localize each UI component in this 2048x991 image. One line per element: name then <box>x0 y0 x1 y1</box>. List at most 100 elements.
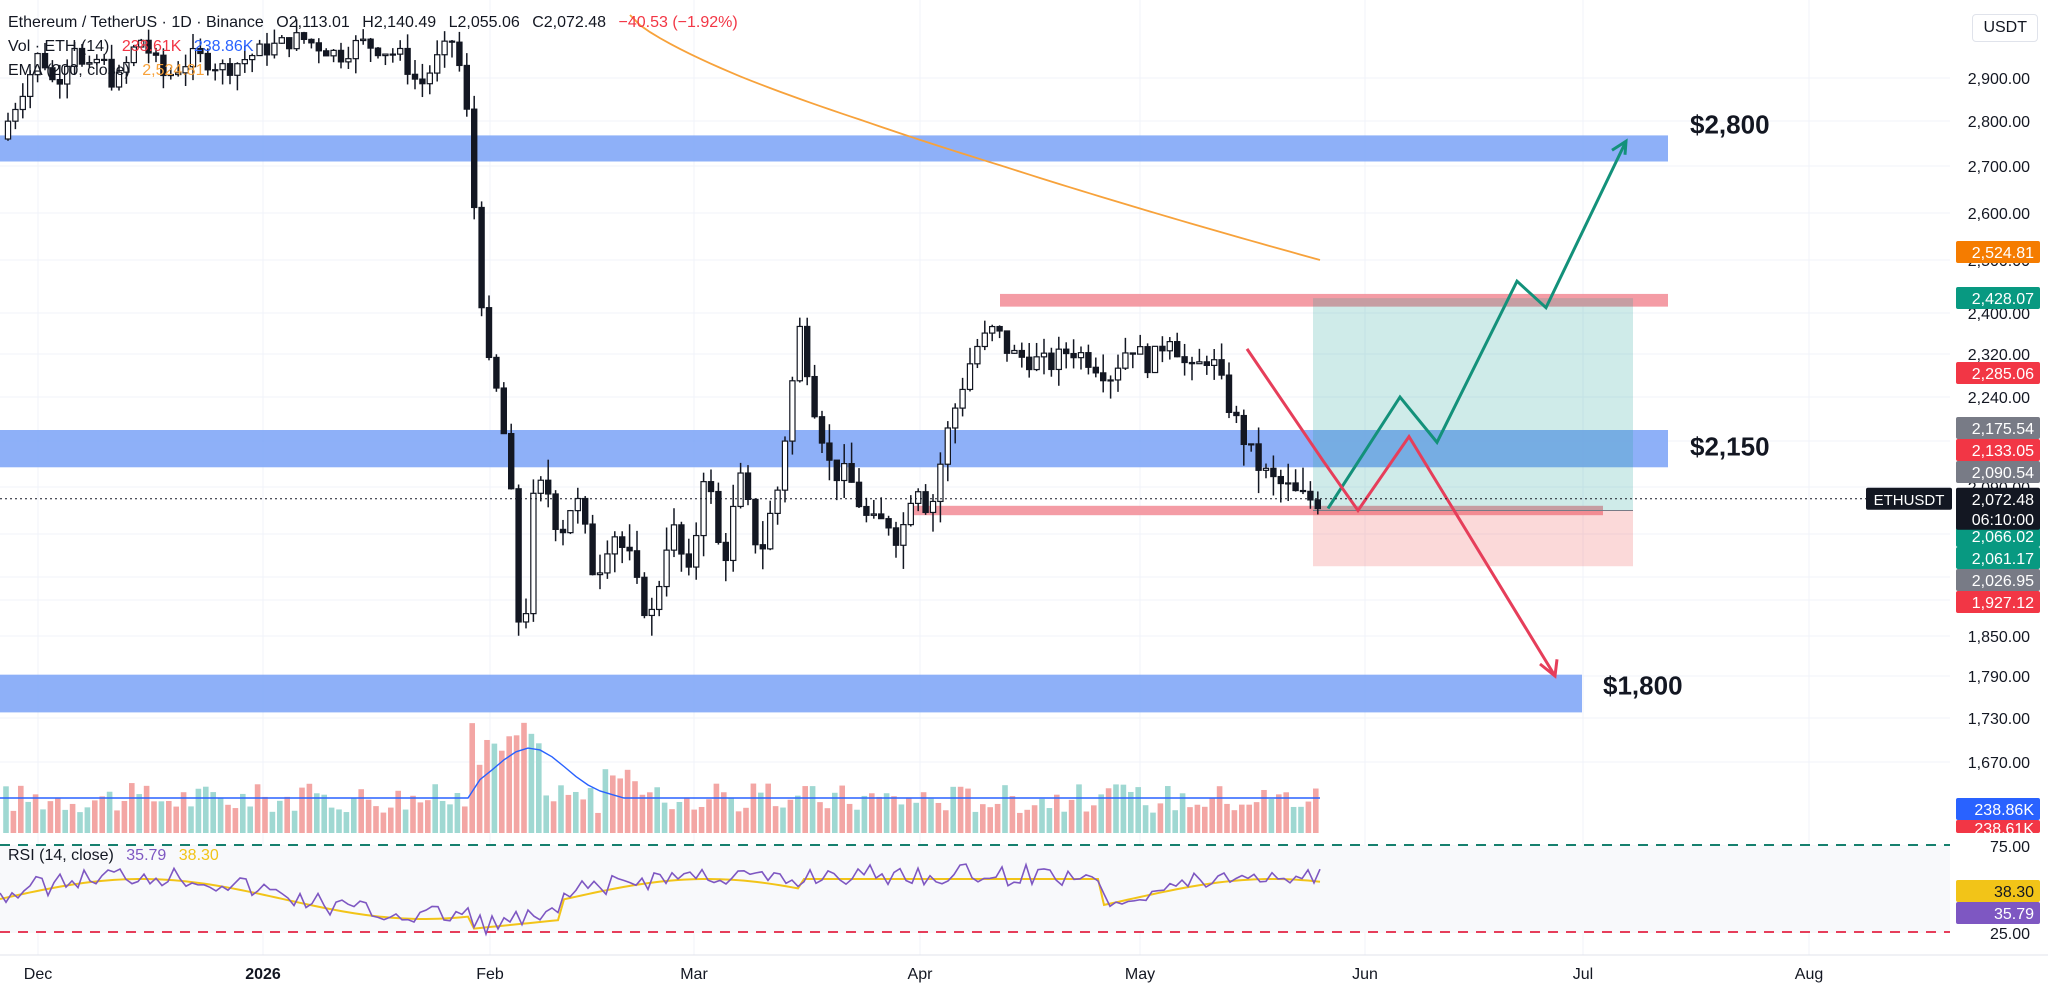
candle-body <box>744 472 752 500</box>
candle-body <box>789 380 796 442</box>
volume-bar <box>476 764 483 833</box>
legend-ema-value: 2,524.81 <box>142 62 205 79</box>
candle-body <box>626 546 633 552</box>
volume-bar <box>846 803 853 833</box>
candle-body <box>574 497 582 512</box>
volume-bar <box>1216 786 1223 833</box>
volume-bar <box>506 736 512 833</box>
candle-body <box>774 489 781 515</box>
candle-body <box>811 375 818 418</box>
volume-bar <box>210 792 216 833</box>
volume-bar <box>1157 803 1164 833</box>
volume-bar <box>1165 786 1171 833</box>
volume-bar <box>299 787 305 833</box>
volume-bar <box>1224 803 1230 833</box>
candle-body <box>729 505 737 562</box>
candle-body <box>589 523 596 576</box>
candle-body <box>1122 352 1129 369</box>
volume-bar <box>676 801 683 833</box>
price-tag <box>1956 569 2040 591</box>
candle-body <box>1173 341 1181 358</box>
candle-body <box>722 541 730 562</box>
volume-bar <box>1187 807 1193 833</box>
volume-bar <box>1209 798 1215 833</box>
candle-body <box>130 46 137 64</box>
candle-body <box>700 481 707 537</box>
price-tag-label: 2,090.54 <box>1972 465 2034 482</box>
price-tag <box>1956 287 2040 309</box>
volume-bar <box>432 784 438 833</box>
volume-bar <box>291 810 298 833</box>
volume-bar <box>395 790 401 833</box>
volume-bar <box>203 786 209 833</box>
volume-bar <box>158 801 165 833</box>
candle-body <box>766 512 774 550</box>
rsi-legend: RSI (14, close) 35.79 38.30 <box>8 847 227 865</box>
candle-body <box>759 544 767 550</box>
volume-bar <box>980 804 986 833</box>
rsi-level-label: 75.00 <box>1990 839 2030 856</box>
price-tick-label: 1,670.00 <box>1968 755 2030 772</box>
candle-body <box>803 325 811 378</box>
candle-body <box>1233 411 1240 417</box>
volume-bar <box>1239 804 1245 833</box>
zone-label-0: $2,800 <box>1690 110 1770 140</box>
volume-bar <box>772 806 779 833</box>
rsi-label: RSI (14, close) <box>8 847 114 864</box>
candle-body <box>485 307 493 359</box>
volume-bar <box>1054 794 1060 833</box>
price-tick-label: 1,790.00 <box>1968 669 2030 686</box>
volume-bar <box>521 722 527 833</box>
candle-body <box>818 416 826 444</box>
volume-bar <box>1194 804 1201 833</box>
candle-body <box>1225 374 1233 413</box>
volume-bar <box>32 794 39 833</box>
volume-bar <box>528 733 535 833</box>
candle-body <box>63 65 71 85</box>
legend-close: C2,072.48 <box>532 14 607 31</box>
volume-bar <box>40 809 46 833</box>
candle-body <box>456 41 463 67</box>
volume-bar <box>343 812 350 833</box>
volume-tag <box>1956 798 2040 820</box>
candle-body <box>1262 467 1270 471</box>
volume-bar <box>1083 811 1090 833</box>
volume-bar <box>780 807 786 833</box>
volume-bar <box>151 801 157 833</box>
rsi-ma-value: 38.30 <box>178 847 219 864</box>
candle-body <box>974 345 981 365</box>
candle-body <box>1159 345 1166 352</box>
volume-bar <box>698 806 705 833</box>
candle-body <box>552 493 559 530</box>
candle-body <box>108 58 115 88</box>
time-tick-label: Jun <box>1352 966 1378 983</box>
volume-bar <box>166 800 172 833</box>
candle-body <box>840 463 848 482</box>
candle-body <box>1040 352 1048 358</box>
volume-bar <box>217 797 224 833</box>
candle-body <box>256 43 263 57</box>
candle-body <box>345 58 352 63</box>
candle-body <box>611 536 619 555</box>
volume-bar <box>869 793 875 833</box>
volume-bar <box>839 785 845 833</box>
volume-bar <box>802 786 808 833</box>
time-tick-label: Feb <box>476 966 504 983</box>
volume-bar <box>143 785 150 833</box>
candle-body <box>71 47 78 67</box>
last-price-countdown: 06:10:00 <box>1972 512 2034 529</box>
zone-resistance-2400 <box>1000 293 1668 307</box>
candle-body <box>715 490 722 543</box>
candle-body <box>648 608 656 617</box>
last-price-tag <box>1956 487 2040 530</box>
volume-bar <box>1046 808 1053 833</box>
price-tag <box>1956 591 2040 613</box>
candle-body <box>1144 346 1151 374</box>
candle-body <box>360 38 367 42</box>
volume-bar <box>1298 806 1304 833</box>
legend-change: −40.53 (−1.92%) <box>618 14 738 31</box>
candle-body <box>41 52 49 69</box>
currency-selector[interactable]: USDT <box>1972 14 2038 42</box>
price-tag-label: 1,927.12 <box>1972 595 2034 612</box>
